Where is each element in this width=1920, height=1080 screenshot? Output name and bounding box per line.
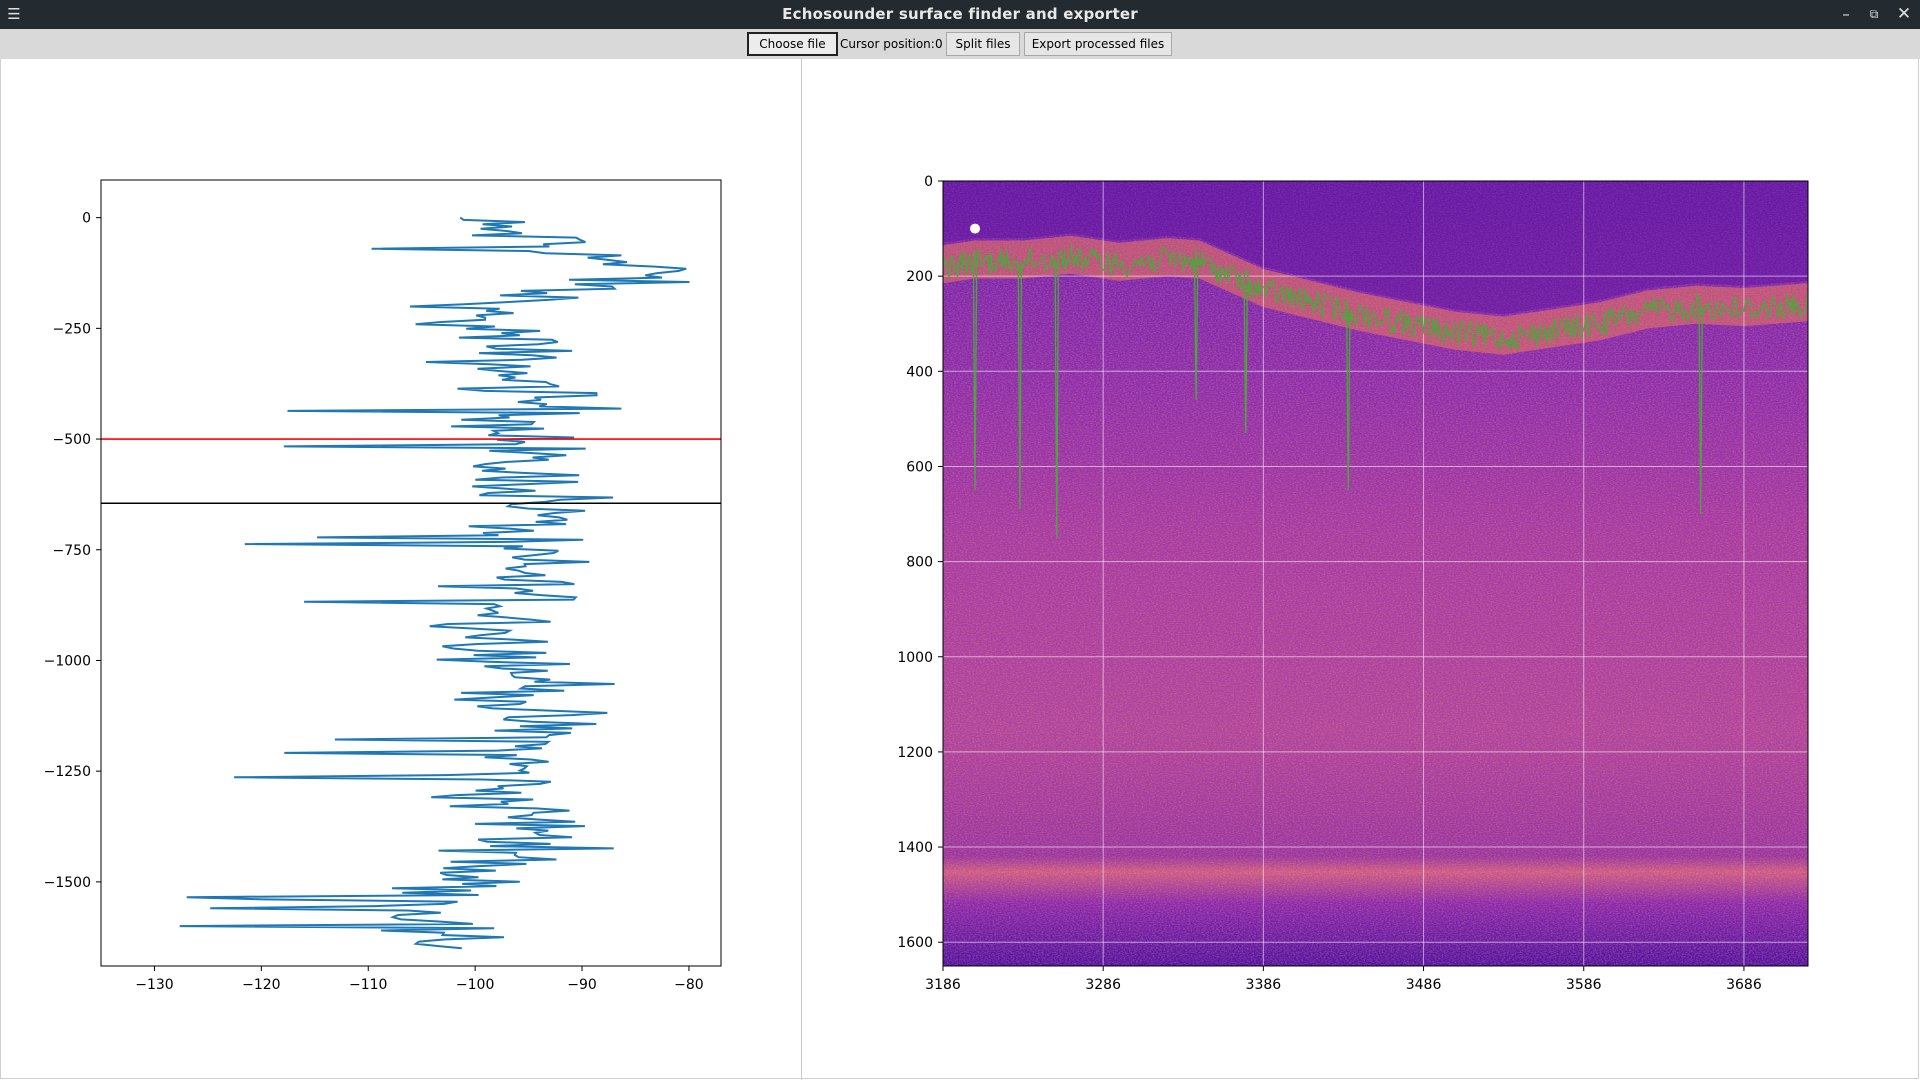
surface-spike xyxy=(1054,258,1059,538)
cursor-marker-dot xyxy=(970,223,981,234)
x-tick-label: 3686 xyxy=(1726,977,1762,993)
y-tick-label: 0 xyxy=(924,174,933,190)
echogram-chart[interactable]: 3186 3286 3386 3486 3586 3686 0 200 400 600 800 100… xyxy=(802,59,1919,1080)
y-tick-label: −500 xyxy=(53,432,91,448)
y-tick-label: −750 xyxy=(53,543,91,559)
y-tick-label: 600 xyxy=(906,459,933,475)
echogram-frame xyxy=(942,180,1809,967)
y-tick-label: −1500 xyxy=(44,875,91,891)
window-title: Echosounder surface finder and exporter xyxy=(782,5,1138,23)
y-tick-label: 200 xyxy=(906,269,933,285)
x-tick-label: −110 xyxy=(349,977,387,993)
choose-file-button[interactable]: Choose file xyxy=(747,32,838,56)
y-tick-label: 800 xyxy=(906,555,933,571)
x-tick-label: −80 xyxy=(674,977,704,993)
y-tick-label: −250 xyxy=(53,321,91,337)
split-files-button[interactable]: Split files xyxy=(946,32,1020,56)
x-tick-label: 3486 xyxy=(1406,977,1442,993)
minimize-icon[interactable]: – xyxy=(1842,5,1850,23)
y-tick-label: 1600 xyxy=(897,935,933,951)
surface-spike xyxy=(972,261,978,491)
pane-divider[interactable] xyxy=(801,59,802,1080)
y-tick-label: 0 xyxy=(82,211,91,227)
y-tick-label: −1000 xyxy=(44,653,91,669)
cursor-position-value: 0 xyxy=(935,37,943,51)
surface-spike xyxy=(1346,311,1351,491)
surface-spike xyxy=(1193,261,1199,400)
x-tick-label: −90 xyxy=(567,977,597,993)
x-tick-label: 3286 xyxy=(1085,977,1121,993)
y-tick-label: 1400 xyxy=(897,840,933,856)
surface-detection-line xyxy=(942,244,1809,351)
toolbar: Choose file Cursor position: 0 Split fil… xyxy=(0,29,1920,59)
left-plot-frame xyxy=(100,179,722,967)
x-tick-label: −120 xyxy=(242,977,280,993)
x-tick-label: −130 xyxy=(135,977,173,993)
title-bar: ☰ Echosounder surface finder and exporte… xyxy=(0,0,1920,29)
export-processed-files-button[interactable]: Export processed files xyxy=(1024,32,1172,56)
left-plot-area xyxy=(101,180,721,966)
hamburger-menu-icon[interactable]: ☰ xyxy=(7,5,21,23)
surface-spike xyxy=(1698,307,1703,515)
y-tick-label: 400 xyxy=(906,364,933,380)
y-tick-label: 1000 xyxy=(897,650,933,666)
y-tick-label: 1200 xyxy=(897,745,933,761)
x-tick-label: −100 xyxy=(456,977,494,993)
restore-icon[interactable]: ⧉ xyxy=(1869,7,1879,21)
close-icon[interactable]: ✕ xyxy=(1896,4,1912,24)
x-tick-label: 3586 xyxy=(1566,977,1602,993)
x-tick-label: 3186 xyxy=(925,977,961,993)
x-tick-label: 3386 xyxy=(1246,977,1282,993)
left-profile-chart[interactable]: −130 −120 −110 −100 −90 −80 0 −250 −500 −750 −1000… xyxy=(0,59,801,1080)
y-tick-label: −1250 xyxy=(44,764,91,780)
profile-series-line xyxy=(179,216,690,950)
air-region-shade xyxy=(943,181,1808,315)
cursor-position-label: Cursor position: xyxy=(840,37,935,51)
